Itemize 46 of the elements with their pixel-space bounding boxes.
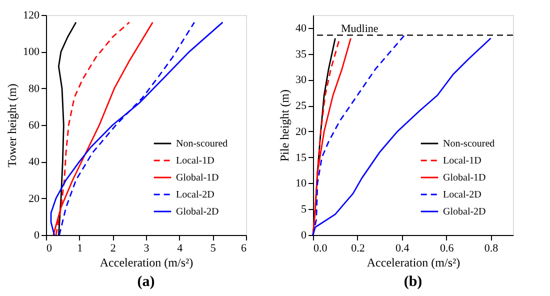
legend-label: Local-1D [443, 156, 482, 166]
x-tick-label: 0.2 [351, 242, 365, 254]
y-tick-label: 120 [23, 10, 40, 22]
legend-label: Local-2D [176, 190, 214, 200]
x-tick-label: 0 [46, 242, 52, 254]
y-tick-label: 60 [28, 120, 40, 132]
x-tick-label: 4 [177, 242, 184, 254]
y-tick-label: 15 [296, 152, 307, 164]
legend-label: Local-1D [176, 156, 214, 166]
y-tick-label: 30 [296, 74, 307, 86]
line-series [52, 22, 154, 236]
y-axis-title: Pile height (m) [278, 90, 292, 162]
y-tick-label: 25 [296, 100, 307, 112]
legend-label: Global-2D [443, 206, 486, 218]
x-tick-label: 2 [110, 242, 116, 254]
x-tick-label: 5 [210, 242, 216, 254]
x-tick-label: 6 [241, 242, 247, 254]
y-tick-label: 0 [301, 230, 307, 242]
legend-label: Non-scoured [443, 138, 495, 150]
text: (a) [137, 274, 155, 290]
legend-label: Global-1D [176, 172, 219, 184]
y-tick-label: 80 [28, 82, 40, 95]
legend-label: Non-scoured [176, 138, 228, 150]
x-tick-label: 0.4 [396, 242, 410, 254]
ref-line-label: Mudline [341, 23, 378, 36]
legend-label: Global-2D [176, 206, 219, 218]
x-tick-label: 3 [144, 242, 150, 254]
text: (b) [404, 274, 422, 290]
y-tick-label: 40 [28, 156, 40, 168]
y-tick-label: 5 [301, 204, 307, 216]
y-tick-label: 10 [296, 178, 307, 190]
x-tick-label: 0.0 [314, 242, 328, 254]
y-tick-label: 100 [23, 46, 40, 58]
legend-label: Global-1D [443, 172, 486, 184]
y-tick-label: 0 [34, 230, 40, 242]
x-tick-label: 1 [77, 242, 83, 254]
y-tick-label: 20 [28, 192, 40, 205]
x-axis-title: Acceleration (m/s²) [366, 256, 460, 270]
y-tick-label: 40 [296, 22, 307, 34]
x-tick-label: 0.6 [440, 242, 454, 254]
y-tick-label: 20 [296, 126, 307, 138]
y-axis-title: Tower height (m) [5, 84, 19, 168]
y-tick-label: 35 [296, 48, 307, 60]
x-tick-label: 0.8 [484, 242, 499, 254]
x-axis-title: Acceleration (m/s²) [100, 256, 194, 270]
legend-label: Local-2D [443, 190, 482, 200]
